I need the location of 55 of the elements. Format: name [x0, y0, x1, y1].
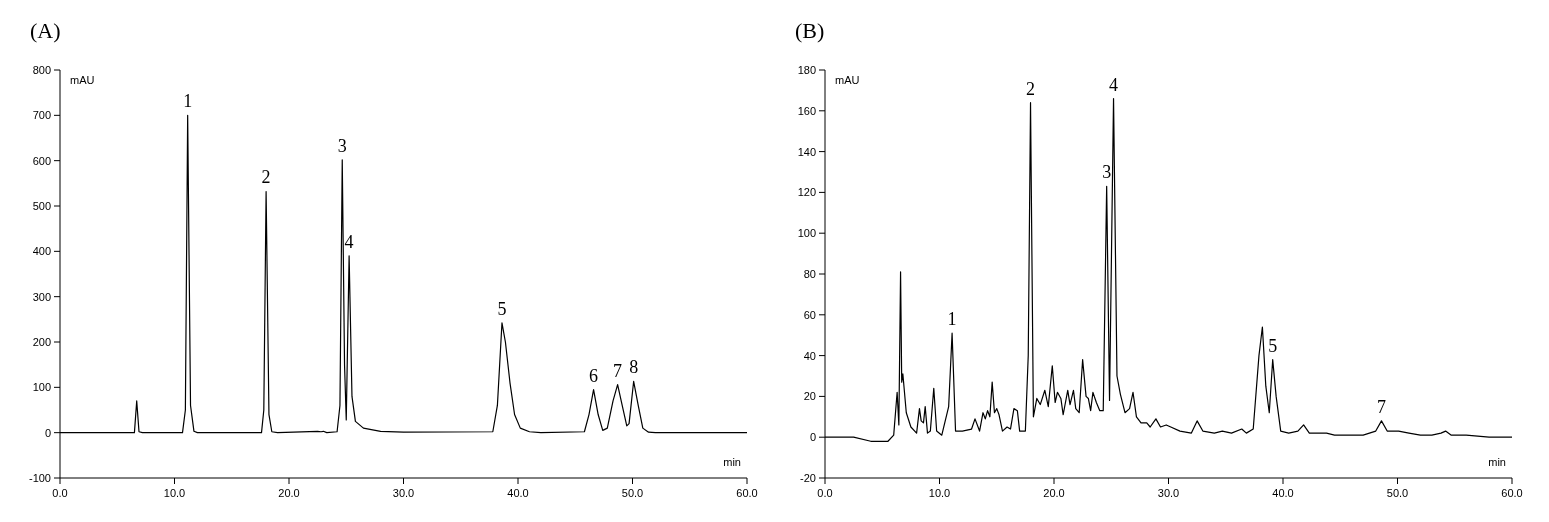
chart-title: (B) — [795, 18, 825, 43]
x-axis-title: min — [1488, 456, 1506, 468]
y-tick-label: 0 — [809, 431, 816, 444]
annotation: 7 — [613, 360, 623, 381]
y-axis-title: mAU — [835, 74, 860, 86]
y-tick-label: 0 — [44, 426, 51, 439]
x-tick-label: 30.0 — [392, 487, 415, 499]
x-tick-label: 20.0 — [278, 487, 300, 499]
chart-title: (A) — [30, 18, 61, 43]
x-tick-label: 10.0 — [163, 487, 186, 499]
annotation: 1 — [183, 91, 193, 112]
y-tick-label: 80 — [803, 268, 816, 280]
annotation: 7 — [1376, 396, 1386, 417]
y-tick-label: 300 — [32, 290, 51, 303]
y-tick-label: 400 — [32, 245, 51, 258]
y-tick-label: 700 — [32, 109, 51, 122]
annotation: 5 — [1268, 335, 1278, 356]
x-tick-label: 20.0 — [1043, 487, 1065, 499]
y-tick-label: 160 — [797, 104, 816, 117]
y-tick-label: 60 — [803, 308, 816, 321]
y-tick-label: 100 — [32, 381, 51, 394]
annotation: 1 — [947, 309, 957, 330]
x-tick-label: 40.0 — [507, 487, 529, 499]
y-tick-label: 180 — [797, 64, 816, 76]
y-tick-label: 600 — [32, 154, 51, 167]
y-tick-label: 200 — [32, 336, 51, 348]
annotation: 4 — [1109, 74, 1119, 95]
x-tick-label: 0.0 — [817, 487, 833, 499]
y-tick-label: -100 — [28, 472, 51, 484]
annotation: 2 — [1026, 78, 1036, 99]
y-tick-label: 120 — [797, 186, 816, 199]
x-tick-label: 30.0 — [1157, 487, 1180, 499]
y-tick-label: 100 — [797, 227, 816, 240]
y-tick-label: 140 — [797, 145, 816, 158]
x-tick-label: 40.0 — [1272, 487, 1294, 499]
y-axis-title: mAU — [70, 74, 95, 86]
annotation: 5 — [497, 298, 507, 319]
x-tick-label: 50.0 — [621, 487, 644, 499]
x-tick-label: 50.0 — [1386, 487, 1409, 499]
annotation: 3 — [337, 135, 347, 156]
y-tick-label: 20 — [803, 390, 816, 403]
y-tick-label: 500 — [32, 200, 51, 212]
annotation: 6 — [589, 365, 599, 386]
annotation: 3 — [1102, 162, 1112, 183]
x-tick-label: 60.0 — [736, 487, 758, 499]
annotation: 8 — [629, 357, 639, 378]
y-tick-label: 800 — [32, 64, 51, 76]
y-tick-label: 40 — [803, 349, 816, 362]
annotation: 2 — [261, 167, 271, 188]
y-tick-label: -20 — [800, 472, 816, 484]
x-tick-label: 0.0 — [52, 487, 68, 499]
x-axis-title: min — [723, 456, 741, 468]
x-tick-label: 60.0 — [1501, 487, 1523, 499]
x-tick-label: 10.0 — [928, 487, 951, 499]
annotation: 4 — [344, 231, 354, 252]
